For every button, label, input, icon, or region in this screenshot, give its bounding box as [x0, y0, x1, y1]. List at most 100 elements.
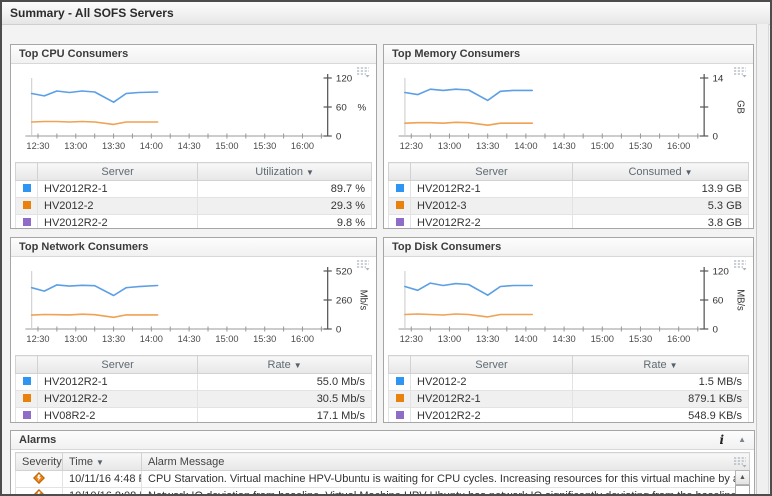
svg-text:16:00: 16:00 [667, 334, 690, 344]
svg-text:%: % [357, 103, 366, 114]
server-name: HV2012R2-1 [36, 373, 199, 391]
network-chart[interactable]: 12:30 13:00 13:30 14:00 14:30 15:00 15:30 16:00… [11, 257, 376, 353]
server-name: HV08R2-2 [36, 407, 199, 422]
series-color-swatch [22, 377, 31, 385]
server-column-header[interactable]: Server [410, 355, 573, 374]
cpu-chart[interactable]: 12:30 13:00 13:30 14:00 14:30 15:00 15:30 16:00… [11, 64, 376, 160]
table-row[interactable]: HV2012R2-1 879.1 KB/s [388, 390, 749, 408]
svg-text:60: 60 [336, 103, 347, 114]
svg-text:12:30: 12:30 [26, 141, 49, 151]
server-name: HV2012-3 [410, 197, 573, 215]
svg-text:15:00: 15:00 [591, 141, 614, 151]
alarm-row[interactable]: 10/11/16 4:48 PM CPU Starvation. Virtual… [15, 470, 750, 488]
panel-title: Top Memory Consumers [384, 45, 753, 64]
warning-icon [33, 488, 45, 494]
sort-arrow-icon: ▼ [305, 167, 314, 177]
message-column-header[interactable]: Alarm Message [141, 452, 750, 471]
server-name: HV2012R2-1 [410, 390, 573, 408]
svg-text:14:00: 14:00 [140, 334, 163, 344]
table-row[interactable]: HV2012-2 29.3 % [15, 197, 372, 215]
table-row[interactable]: HV2012R2-1 89.7 % [15, 180, 372, 198]
series-color-swatch [22, 218, 31, 226]
svg-text:12:30: 12:30 [26, 334, 49, 344]
metric-value: 5.3 GB [572, 197, 749, 215]
legend-column-header [388, 355, 411, 374]
panel-top-memory-consumers: Top Memory Consumers 12:30 13:00 13:30 14:0… [383, 44, 754, 229]
chart-menu-icon[interactable] [733, 66, 747, 78]
info-icon[interactable]: i [719, 433, 725, 447]
alarm-row[interactable]: 10/10/16 8:08 PM Network IO deviation fr… [15, 487, 750, 494]
series-color-swatch [395, 394, 404, 402]
table-row[interactable]: HV2012R2-2 30.5 Mb/s [15, 390, 372, 408]
server-name: HV2012R2-2 [410, 214, 573, 228]
series-color-swatch [22, 184, 31, 192]
table-row[interactable]: HV2012R2-1 55.0 Mb/s [15, 373, 372, 391]
svg-text:13:30: 13:30 [102, 141, 125, 151]
metric-value: 548.9 KB/s [572, 407, 749, 422]
svg-text:12:30: 12:30 [400, 334, 423, 344]
svg-text:MB/s: MB/s [734, 289, 745, 311]
series-color-swatch [395, 184, 404, 192]
severity-column-header[interactable]: Severity [15, 452, 63, 471]
sort-arrow-icon: ▼ [669, 360, 678, 370]
svg-text:16:00: 16:00 [291, 141, 314, 151]
scroll-up-icon[interactable]: ▲ [735, 470, 750, 485]
server-column-header[interactable]: Server [410, 162, 573, 181]
value-column-header[interactable]: Rate ▼ [197, 355, 372, 374]
alarm-time: 10/10/16 8:08 PM [62, 487, 142, 494]
series-color-swatch [395, 218, 404, 226]
metric-value: 1.5 MB/s [572, 373, 749, 391]
series-color-swatch [22, 411, 31, 419]
chart-menu-icon[interactable] [356, 66, 370, 78]
disk-chart[interactable]: 12:30 13:00 13:30 14:00 14:30 15:00 15:30 16:00… [384, 257, 753, 353]
server-name: HV2012-2 [410, 373, 573, 391]
collapse-icon[interactable]: ▲ [738, 435, 746, 444]
alarms-table: Severity Time ▼ Alarm Message 10/11/16 4:… [15, 452, 750, 494]
svg-text:15:30: 15:30 [253, 141, 276, 151]
svg-text:14:00: 14:00 [140, 141, 163, 151]
panel-title: Top Network Consumers [11, 238, 376, 257]
svg-text:0: 0 [336, 132, 341, 143]
svg-text:15:00: 15:00 [591, 334, 614, 344]
table-row[interactable]: HV2012R2-1 13.9 GB [388, 180, 749, 198]
svg-text:14:30: 14:30 [178, 334, 201, 344]
svg-text:0: 0 [336, 325, 341, 336]
chart-menu-icon[interactable] [733, 259, 747, 271]
legend-column-header [15, 162, 38, 181]
server-column-header[interactable]: Server [36, 162, 199, 181]
table-row[interactable]: HV2012R2-2 3.8 GB [388, 214, 749, 228]
warning-icon [33, 471, 45, 484]
svg-text:13:30: 13:30 [476, 141, 499, 151]
value-column-header[interactable]: Consumed ▼ [572, 162, 749, 181]
series-color-swatch [395, 411, 404, 419]
table-row[interactable]: HV2012R2-2 9.8 % [15, 214, 372, 228]
sort-arrow-icon: ▼ [684, 167, 693, 177]
series-color-swatch [22, 394, 31, 402]
svg-text:Mb/s: Mb/s [358, 290, 369, 311]
metric-value: 55.0 Mb/s [197, 373, 372, 391]
alarms-scrollbar[interactable]: ▲ [735, 470, 750, 494]
grid-menu-icon[interactable] [733, 456, 747, 468]
value-column-header[interactable]: Utilization ▼ [197, 162, 372, 181]
svg-text:15:00: 15:00 [215, 334, 238, 344]
chart-menu-icon[interactable] [356, 259, 370, 271]
svg-text:13:30: 13:30 [102, 334, 125, 344]
svg-text:120: 120 [712, 267, 728, 278]
value-column-header[interactable]: Rate ▼ [572, 355, 749, 374]
legend-column-header [15, 355, 38, 374]
alarm-message: Network IO deviation from baseline. Virt… [141, 487, 750, 494]
time-column-header[interactable]: Time ▼ [62, 452, 142, 471]
svg-text:260: 260 [336, 296, 352, 307]
page-scrollbar[interactable] [756, 24, 769, 494]
metric-value: 29.3 % [197, 197, 372, 215]
table-row[interactable]: HV2012-3 5.3 GB [388, 197, 749, 215]
table-row[interactable]: HV2012R2-2 548.9 KB/s [388, 407, 749, 422]
series-color-swatch [395, 377, 404, 385]
table-row[interactable]: HV08R2-2 17.1 Mb/s [15, 407, 372, 422]
scrollbar-thumb[interactable] [735, 485, 750, 494]
memory-chart[interactable]: 12:30 13:00 13:30 14:00 14:30 15:00 15:30 16:00… [384, 64, 753, 160]
table-row[interactable]: HV2012-2 1.5 MB/s [388, 373, 749, 391]
server-column-header[interactable]: Server [36, 355, 199, 374]
network-consumers-table: Server Rate ▼ HV2012R2-1 55.0 Mb/s HV2012R… [15, 355, 372, 422]
